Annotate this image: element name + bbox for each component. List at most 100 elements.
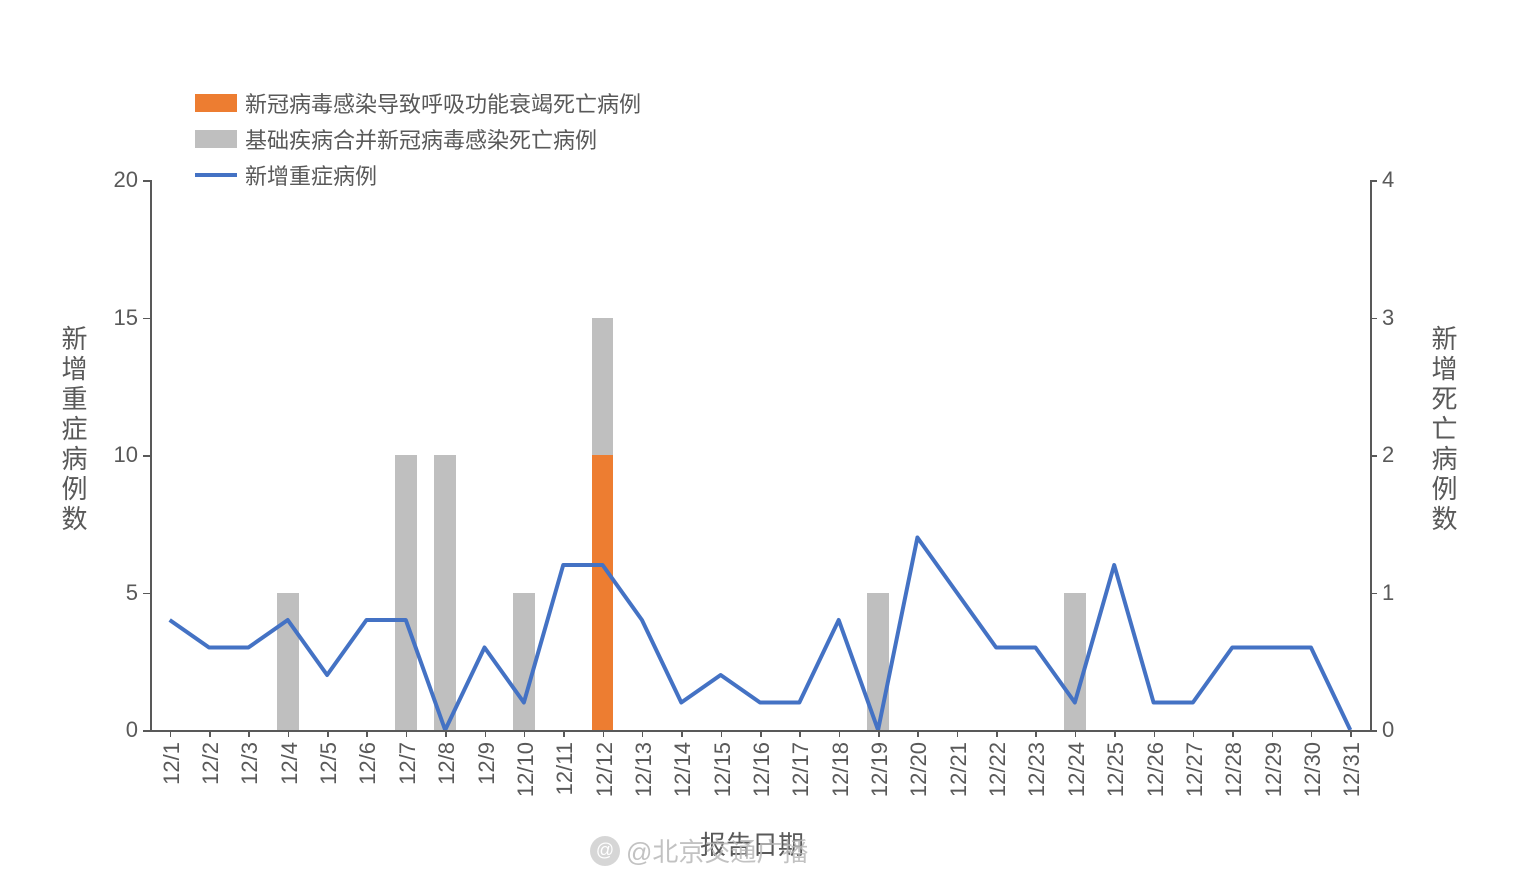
- x-tick: [642, 730, 644, 737]
- x-tick: [1114, 730, 1116, 737]
- x-tick: [170, 730, 172, 737]
- legend-text: 新冠病毒感染导致呼吸功能衰竭死亡病例: [245, 87, 641, 119]
- x-tick: [957, 730, 959, 737]
- legend-swatch-icon: [195, 173, 237, 177]
- x-tick: [445, 730, 447, 737]
- legend-swatch-icon: [195, 94, 237, 112]
- watermark-text: @北京交通广播: [626, 832, 808, 869]
- x-tick-label: 12/11: [552, 742, 578, 795]
- x-tick: [524, 730, 526, 737]
- x-tick: [366, 730, 368, 737]
- x-tick: [878, 730, 880, 737]
- x-tick: [406, 730, 408, 737]
- x-tick: [1075, 730, 1077, 737]
- x-tick: [1193, 730, 1195, 737]
- x-tick-label: 12/7: [395, 742, 421, 785]
- x-tick: [681, 730, 683, 737]
- x-tick-label: 12/9: [474, 742, 500, 785]
- y-right-tick: [1370, 593, 1377, 595]
- y-left-tick-label: 10: [114, 442, 138, 468]
- y-left-tick-label: 15: [114, 305, 138, 331]
- x-tick-label: 12/29: [1261, 742, 1287, 797]
- x-tick: [1035, 730, 1037, 737]
- y-right-tick: [1370, 180, 1377, 182]
- x-tick-label: 12/21: [946, 742, 972, 797]
- x-tick-label: 12/3: [237, 742, 263, 785]
- x-tick: [721, 730, 723, 737]
- x-tick: [248, 730, 250, 737]
- x-tick: [1350, 730, 1352, 737]
- x-tick-label: 12/22: [985, 742, 1011, 797]
- x-tick-label: 12/1: [159, 742, 185, 785]
- x-tick-label: 12/24: [1064, 742, 1090, 797]
- x-tick: [760, 730, 762, 737]
- y-right-tick-label: 1: [1382, 580, 1394, 606]
- x-tick: [1154, 730, 1156, 737]
- y-axis-right-label: 新增死亡病例数: [1425, 325, 1462, 535]
- x-tick: [996, 730, 998, 737]
- x-tick-label: 12/18: [828, 742, 854, 797]
- weibo-icon: @: [590, 836, 620, 866]
- x-tick: [563, 730, 565, 737]
- x-tick: [327, 730, 329, 737]
- x-tick-label: 12/26: [1143, 742, 1169, 797]
- y-right-tick: [1370, 318, 1377, 320]
- x-tick: [799, 730, 801, 737]
- x-tick: [1311, 730, 1313, 737]
- y-left-tick: [143, 593, 150, 595]
- y-right-tick-label: 3: [1382, 305, 1394, 331]
- x-tick-label: 12/17: [788, 742, 814, 797]
- x-tick: [288, 730, 290, 737]
- series-line: [170, 538, 1351, 731]
- x-tick-label: 12/25: [1103, 742, 1129, 797]
- y-left-tick: [143, 318, 150, 320]
- y-left-tick: [143, 180, 150, 182]
- x-tick-label: 12/5: [316, 742, 342, 785]
- x-tick: [1272, 730, 1274, 737]
- line-layer: [150, 180, 1370, 730]
- y-right-tick-label: 0: [1382, 717, 1394, 743]
- x-tick: [917, 730, 919, 737]
- plot-area: [150, 180, 1370, 730]
- legend-item-gray: 基础疾病合并新冠病毒感染死亡病例: [195, 121, 641, 157]
- legend-item-orange: 新冠病毒感染导致呼吸功能衰竭死亡病例: [195, 85, 641, 121]
- x-tick-label: 12/10: [513, 742, 539, 797]
- y-right-tick: [1370, 455, 1377, 457]
- chart-container: 新冠病毒感染导致呼吸功能衰竭死亡病例基础疾病合并新冠病毒感染死亡病例新增重症病例…: [0, 0, 1516, 876]
- x-tick: [485, 730, 487, 737]
- legend: 新冠病毒感染导致呼吸功能衰竭死亡病例基础疾病合并新冠病毒感染死亡病例新增重症病例: [195, 85, 641, 193]
- x-tick-label: 12/27: [1182, 742, 1208, 797]
- x-tick-label: 12/30: [1300, 742, 1326, 797]
- x-tick: [1232, 730, 1234, 737]
- y-right-tick-label: 2: [1382, 442, 1394, 468]
- y-right-tick-label: 4: [1382, 167, 1394, 193]
- x-tick-label: 12/2: [198, 742, 224, 785]
- y-right-tick: [1370, 730, 1377, 732]
- x-tick-label: 12/23: [1024, 742, 1050, 797]
- x-tick-label: 12/14: [670, 742, 696, 797]
- y-left-tick-label: 20: [114, 167, 138, 193]
- x-tick: [209, 730, 211, 737]
- x-tick: [839, 730, 841, 737]
- x-tick-label: 12/4: [277, 742, 303, 785]
- y-axis-left-line: [150, 180, 152, 730]
- x-tick-label: 12/20: [906, 742, 932, 797]
- x-tick-label: 12/6: [355, 742, 381, 785]
- y-left-tick-label: 5: [126, 580, 138, 606]
- x-tick-label: 12/31: [1339, 742, 1365, 797]
- legend-text: 基础疾病合并新冠病毒感染死亡病例: [245, 123, 597, 155]
- x-tick-label: 12/8: [434, 742, 460, 785]
- y-left-tick: [143, 455, 150, 457]
- x-tick-label: 12/28: [1221, 742, 1247, 797]
- y-axis-left-label: 新增重症病例数: [55, 325, 92, 535]
- x-tick-label: 12/12: [592, 742, 618, 797]
- legend-swatch-icon: [195, 130, 237, 148]
- x-tick-label: 12/16: [749, 742, 775, 797]
- x-tick: [603, 730, 605, 737]
- x-tick-label: 12/19: [867, 742, 893, 797]
- y-left-tick: [143, 730, 150, 732]
- x-tick-label: 12/13: [631, 742, 657, 797]
- x-tick-label: 12/15: [710, 742, 736, 797]
- watermark: @ @北京交通广播: [590, 832, 808, 869]
- y-left-tick-label: 0: [126, 717, 138, 743]
